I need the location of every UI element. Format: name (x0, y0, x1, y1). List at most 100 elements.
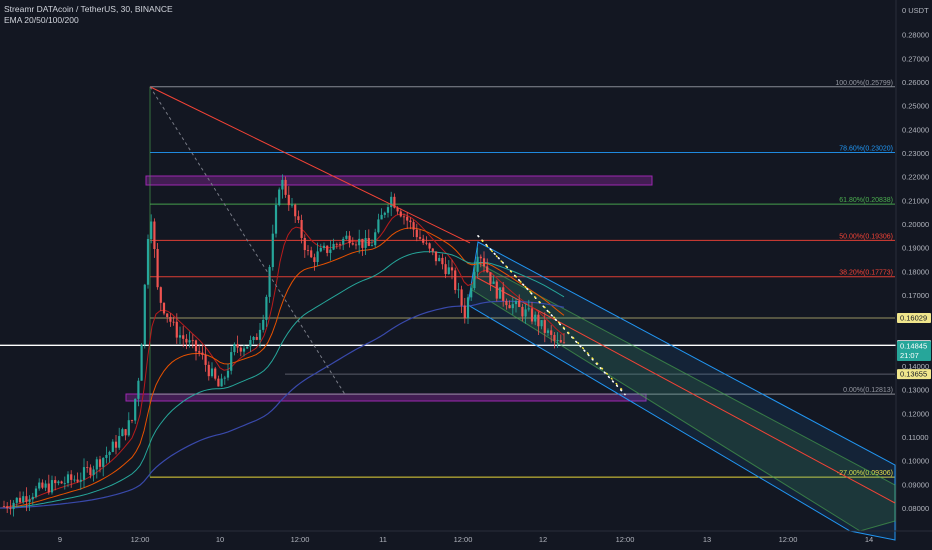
candle-body (140, 344, 143, 381)
ema100-line (0, 251, 565, 509)
candle-body (470, 288, 473, 298)
price-tick-label: 0.28000 (902, 31, 929, 40)
candle-body (441, 257, 444, 265)
candle-body (345, 235, 348, 239)
support-zone (125, 393, 647, 402)
candle-body (537, 314, 540, 327)
fibonacci-retracement: 100.00%(0.25799) 78.60%(0.23020) 61.80%(0.… (0, 80, 896, 478)
candle-body (402, 216, 406, 218)
candle-body (338, 244, 342, 245)
price-tick-label: 0.27000 (902, 54, 929, 63)
candle-body (399, 211, 402, 217)
chart-legend: Streamr DATAcoin / TetherUS, 30, BINANCE… (4, 4, 173, 26)
candle-body (76, 479, 79, 482)
candle-body (534, 314, 537, 322)
candle-body (118, 436, 121, 448)
candle-body (550, 330, 553, 335)
candle-body (332, 243, 335, 250)
price-tick-label: 0.09000 (902, 480, 929, 489)
price-tick-label: 0.22000 (902, 173, 929, 182)
candle-body (70, 474, 73, 480)
candle-body (63, 482, 66, 484)
candle-body (15, 497, 18, 503)
price-tick-label: 0.08000 (902, 504, 929, 513)
candle-body (2, 506, 6, 507)
price-tick-label: 0.24000 (902, 125, 929, 134)
candle-body (57, 481, 60, 484)
candle-body (354, 244, 358, 246)
price-tick-label: 0.10000 (902, 457, 929, 466)
candle-body (79, 479, 82, 482)
price-axis-unit: 0 USDT (902, 6, 929, 15)
candle-body (297, 216, 300, 221)
time-tick-label: 10 (216, 535, 224, 544)
candle-body (409, 220, 412, 223)
candle-body (518, 301, 521, 307)
indicator-label[interactable]: EMA 20/50/100/200 (4, 15, 79, 25)
candle-body (98, 459, 102, 467)
candle-body (454, 270, 457, 290)
price-tag-label: 0.13655 (900, 370, 927, 379)
candle-body (278, 189, 281, 206)
candle-body (322, 245, 326, 248)
candle-body (329, 249, 332, 253)
candle-body (498, 287, 502, 299)
candle-body (300, 220, 303, 238)
time-axis[interactable]: 9 12:00 10 12:00 11 12:00 12 12:00 13 12:00 14 (0, 530, 932, 544)
fib-level-label: -27.00%(0.09306) (837, 470, 893, 477)
dotted-trendline-white (477, 235, 626, 396)
candle-body (9, 508, 12, 510)
candle-body (207, 364, 210, 377)
candle-body (479, 256, 482, 259)
candle-body (358, 238, 361, 246)
candle-body (220, 378, 223, 387)
candle-body (418, 237, 422, 239)
fib-level-label: 50.00%(0.19306) (839, 233, 893, 240)
candle-body (492, 281, 495, 284)
candle-body (156, 249, 159, 288)
candle-body (191, 340, 194, 342)
candle-body (406, 216, 409, 221)
time-tick-label: 14 (865, 535, 873, 544)
price-tag (897, 369, 931, 380)
candle-body (105, 454, 108, 458)
candle-body (22, 496, 25, 503)
candle-body (415, 229, 418, 238)
candle-body (553, 334, 556, 341)
candle-body (210, 368, 214, 377)
candle-body (178, 335, 182, 338)
candle-body (124, 429, 127, 436)
candle-body (502, 287, 505, 301)
candle-body (130, 420, 134, 422)
symbol-title[interactable]: Streamr DATAcoin / TetherUS, 30, BINANCE (4, 4, 173, 14)
candle-body (54, 480, 57, 484)
candle-body (236, 344, 239, 348)
candle-body (508, 305, 511, 309)
candle-body (412, 222, 415, 230)
candle-body (495, 281, 498, 299)
resistance-zone (145, 175, 653, 186)
candle-body (364, 238, 367, 248)
price-tag-label: 0.16029 (900, 313, 927, 322)
candle-body (265, 296, 268, 320)
candle-body (422, 238, 425, 243)
candle-body (233, 344, 236, 353)
candle-body (162, 302, 166, 314)
candle-body (150, 221, 153, 240)
candle-body (246, 346, 249, 349)
candle-body (198, 351, 201, 353)
channel-median (473, 275, 896, 504)
candle-body (473, 271, 476, 289)
candle-body (121, 429, 124, 437)
candle-body (86, 467, 89, 468)
candle-body (540, 320, 543, 327)
candle-body (284, 179, 287, 195)
candle-body (18, 497, 22, 503)
time-tick-label: 12 (539, 535, 547, 544)
candle-body (146, 239, 150, 285)
candle-body (434, 251, 438, 262)
time-tick-label: 12:00 (779, 535, 798, 544)
price-axis[interactable]: 0 USDT 0.28000 0.27000 0.26000 0.25000 0.2400… (895, 0, 929, 531)
